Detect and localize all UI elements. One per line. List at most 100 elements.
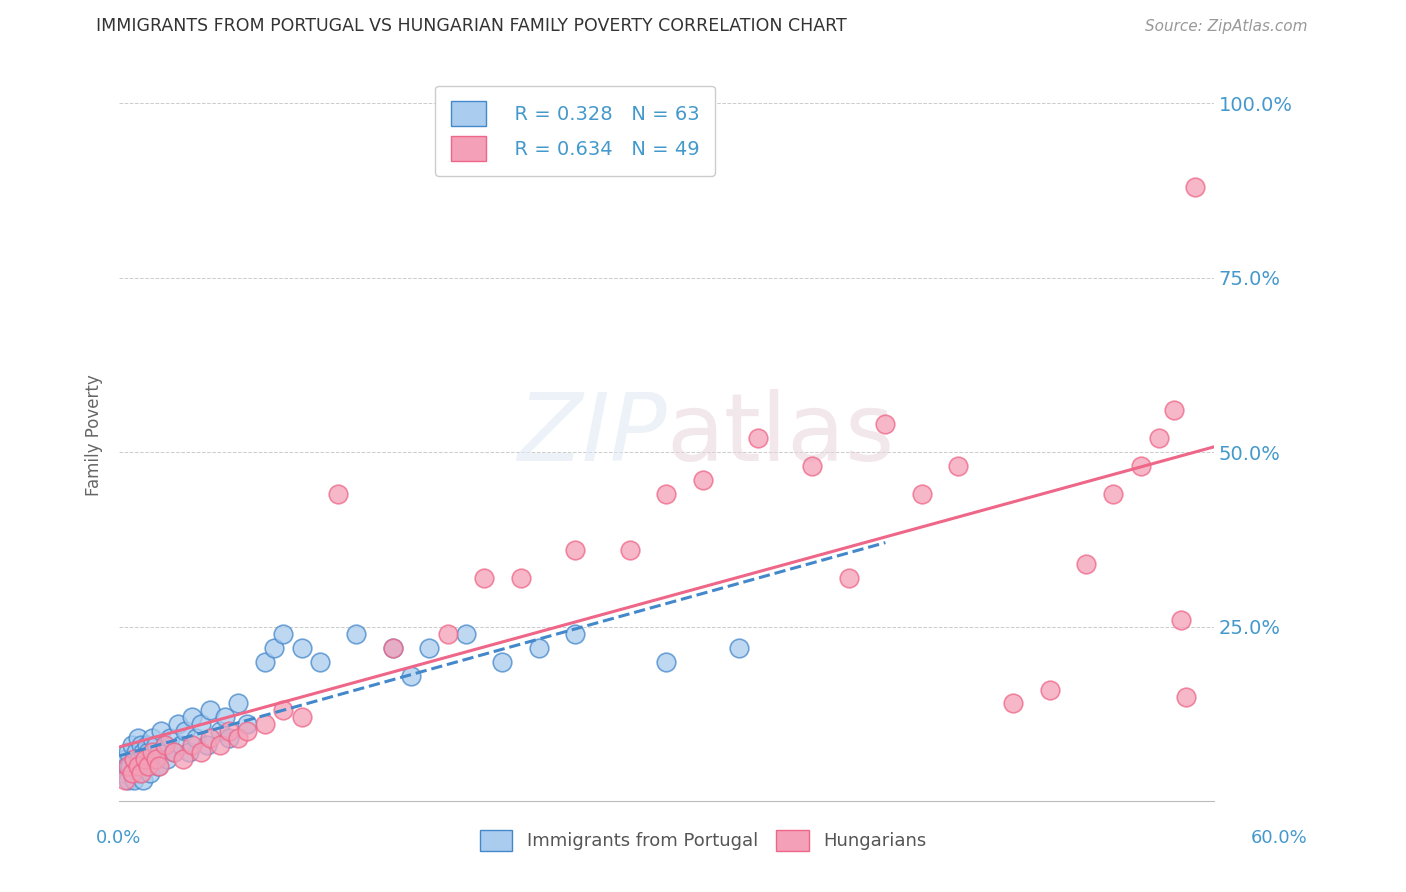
Point [150,724,173,739]
Point [564,543,586,558]
Point [226,731,249,746]
Point [1074,557,1097,571]
Point [129,759,152,773]
Text: Source: ZipAtlas.com: Source: ZipAtlas.com [1144,20,1308,34]
Point [190,745,212,759]
Y-axis label: Family Poverty: Family Poverty [86,374,103,496]
Point [121,739,143,753]
Point [174,724,197,739]
Point [263,640,285,655]
Point [121,766,143,780]
Point [218,724,240,739]
Point [273,703,295,717]
Legend: Immigrants from Portugal, Hungarians: Immigrants from Portugal, Hungarians [472,822,934,858]
Point [127,759,149,773]
Point [801,459,824,474]
Point [1038,682,1060,697]
Point [170,739,193,753]
Point [115,759,138,773]
Legend:   R = 0.328   N = 63,   R = 0.634   N = 49: R = 0.328 N = 63, R = 0.634 N = 49 [436,86,714,177]
Point [134,752,156,766]
Point [146,759,169,773]
Point [911,487,934,501]
Point [138,745,160,759]
Point [172,752,194,766]
Point [190,717,212,731]
Point [122,773,145,788]
Point [1170,613,1192,627]
Point [139,766,162,780]
Point [328,487,350,501]
Point [208,724,231,739]
Point [948,459,970,474]
Point [117,759,139,773]
Point [273,626,295,640]
Point [132,773,155,788]
Point [117,745,139,759]
Point [236,717,259,731]
Point [692,473,714,487]
Point [127,731,149,746]
Point [122,752,145,766]
Point [218,731,240,746]
Point [153,739,176,753]
Point [655,655,678,669]
Point [129,766,152,780]
Point [254,655,277,669]
Point [127,759,149,773]
Point [195,739,218,753]
Point [138,759,160,773]
Point [1184,180,1206,194]
Point [135,739,157,753]
Point [236,724,259,739]
Point [111,766,134,780]
Point [153,739,176,753]
Point [472,571,495,585]
Point [381,640,404,655]
Text: IMMIGRANTS FROM PORTUGAL VS HUNGARIAN FAMILY POVERTY CORRELATION CHART: IMMIGRANTS FROM PORTUGAL VS HUNGARIAN FA… [96,17,846,35]
Point [200,703,222,717]
Text: atlas: atlas [666,389,894,481]
Point [148,745,170,759]
Point [254,717,277,731]
Point [141,745,163,759]
Point [1163,403,1185,417]
Text: 0.0%: 0.0% [96,829,141,847]
Point [1002,697,1025,711]
Point [381,640,404,655]
Text: ZIP: ZIP [517,389,666,481]
Point [838,571,860,585]
Point [291,640,314,655]
Point [181,739,204,753]
Point [141,731,163,746]
Point [156,752,179,766]
Point [509,571,531,585]
Point [114,752,136,766]
Point [214,710,236,724]
Point [875,417,897,432]
Point [728,640,751,655]
Point [142,752,165,766]
Point [344,626,367,640]
Point [181,710,204,724]
Point [166,717,188,731]
Point [564,626,586,640]
Point [132,745,155,759]
Point [208,739,231,753]
Point [1129,459,1152,474]
Point [454,626,477,640]
Point [129,739,152,753]
Point [163,745,186,759]
Point [291,710,314,724]
Point [128,752,150,766]
Point [418,640,440,655]
Point [177,745,200,759]
Point [309,655,332,669]
Text: 60.0%: 60.0% [1251,829,1308,847]
Point [436,626,458,640]
Point [491,655,513,669]
Point [226,697,249,711]
Point [1175,690,1198,704]
Point [619,543,641,558]
Point [134,752,156,766]
